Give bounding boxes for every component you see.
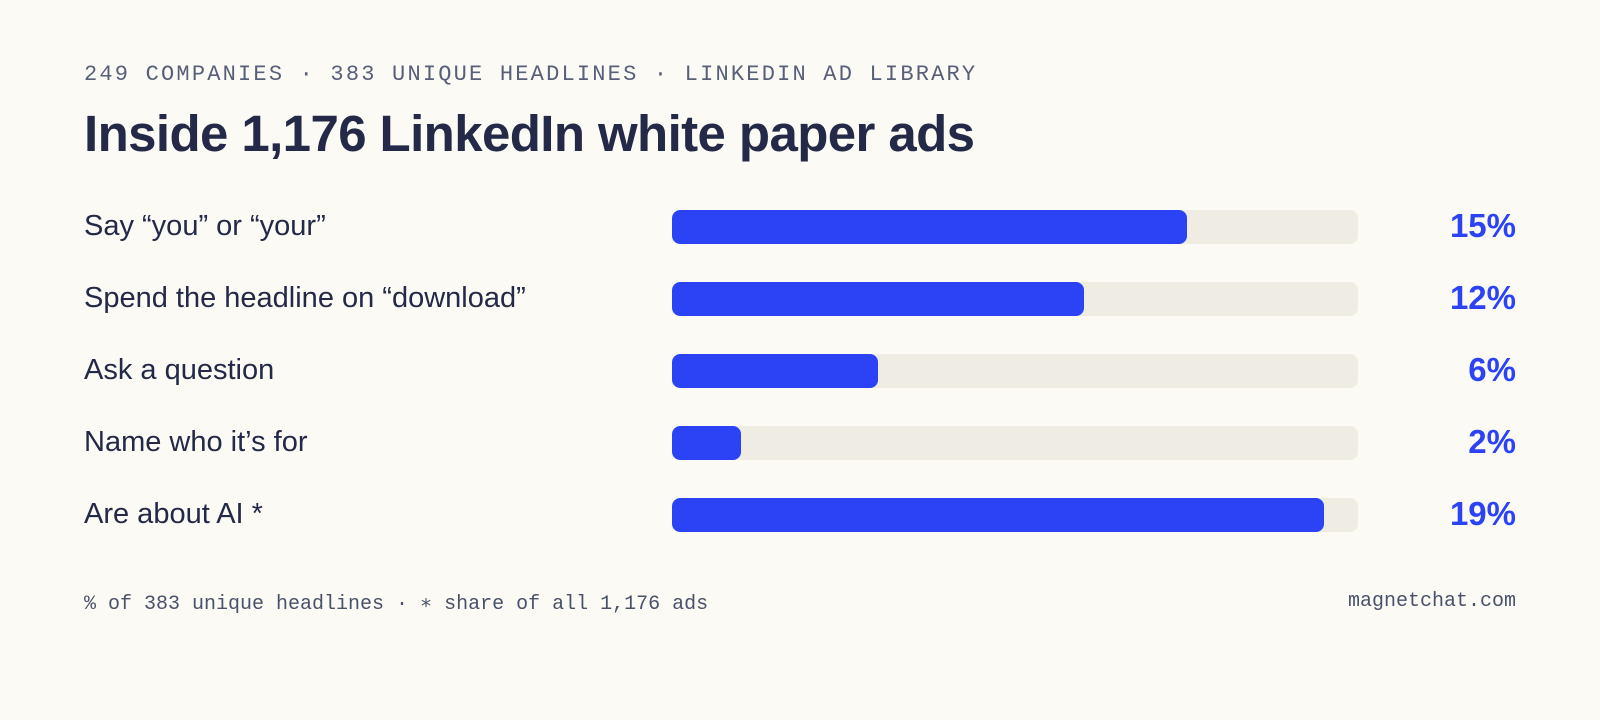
bar-track	[672, 426, 1358, 460]
bar-row: Ask a question 6%	[84, 352, 1516, 388]
bar-label: Say “you” or “your”	[84, 210, 326, 242]
bar-track	[672, 498, 1358, 532]
bar-chart: Say “you” or “your” 15% Spend the headline…	[84, 200, 1516, 565]
chart-footnote: % of 383 unique headlines · ∗ share of a…	[84, 593, 709, 616]
source-credit: magnetchat.com	[1347, 590, 1516, 613]
bar-label: Spend the headline on “download”	[84, 282, 526, 314]
bar-label: Ask a question	[84, 354, 275, 386]
bar	[672, 498, 1324, 532]
bar	[672, 354, 878, 388]
bar	[672, 426, 741, 460]
bar-value-label: 2%	[1468, 423, 1516, 460]
bar-value-label: 12%	[1449, 279, 1516, 316]
bar-row: Are about AI * 19%	[84, 496, 1516, 532]
bar-track	[672, 354, 1358, 388]
bar	[672, 210, 1187, 244]
bar-row: Name who it’s for 2%	[84, 424, 1516, 460]
bar-label: Name who it’s for	[84, 426, 308, 458]
bar-value-label: 15%	[1449, 207, 1516, 244]
bar-label: Are about AI *	[84, 498, 263, 530]
bar-track	[672, 210, 1358, 244]
bar-value-label: 19%	[1449, 495, 1516, 532]
bar	[672, 282, 1084, 316]
bar-value-label: 6%	[1468, 351, 1516, 388]
bar-row: Spend the headline on “download” 12%	[84, 280, 1516, 316]
chart-kicker: 249 COMPANIES · 383 UNIQUE HEADLINES · L…	[84, 62, 978, 87]
bar-row: Say “you” or “your” 15%	[84, 208, 1516, 244]
bar-track	[672, 282, 1358, 316]
chart-title: Inside 1,176 LinkedIn white paper ads	[84, 105, 975, 162]
